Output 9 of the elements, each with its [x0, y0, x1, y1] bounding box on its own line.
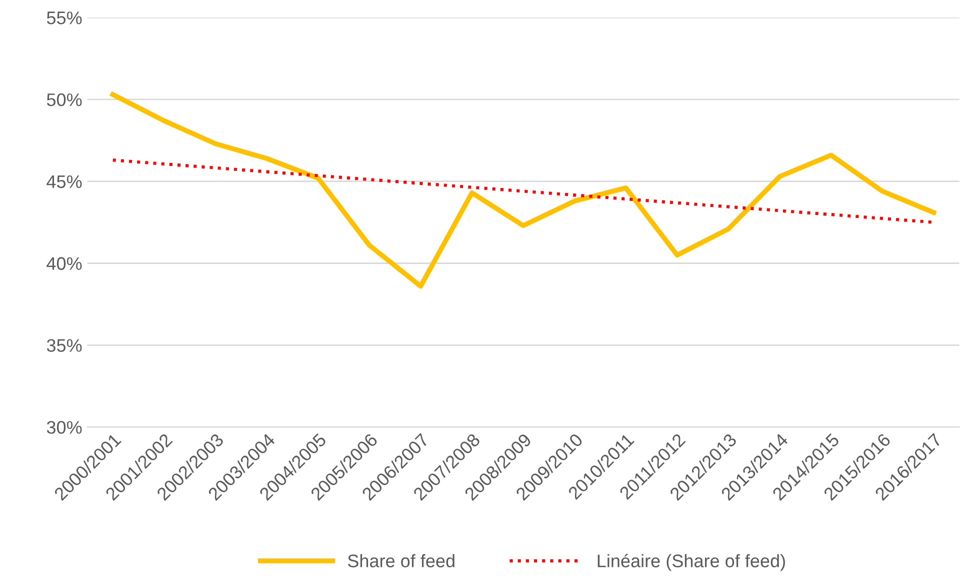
y-tick-label: 50%: [46, 93, 82, 106]
y-tick-label: 55%: [46, 12, 82, 24]
y-tick-label: 40%: [46, 257, 82, 270]
line-series: [110, 92, 936, 289]
y-tick-label: 45%: [46, 175, 82, 188]
legend-label: Share of feed: [348, 554, 454, 568]
y-tick-label: 30%: [46, 420, 82, 434]
y-tick-label: 35%: [46, 339, 82, 352]
legend-label: Linéaire (Share of feed): [598, 554, 785, 571]
